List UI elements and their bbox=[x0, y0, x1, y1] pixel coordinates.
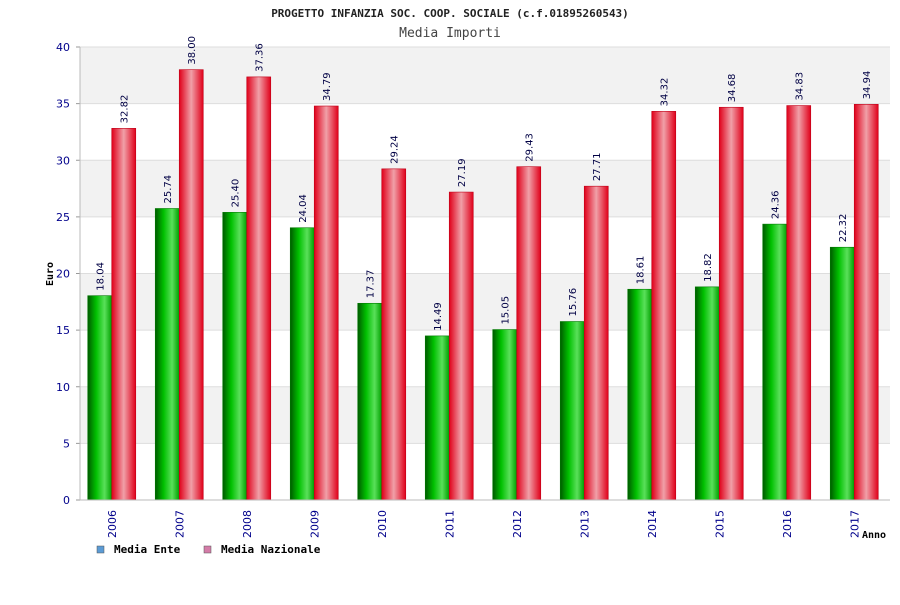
bar-media-nazionale bbox=[583, 185, 609, 501]
y-tick-label: 15 bbox=[56, 324, 70, 337]
value-label-media-ente: 14.49 bbox=[433, 302, 444, 331]
bar-media-nazionale bbox=[516, 166, 542, 501]
plot-background bbox=[80, 47, 890, 500]
plot-band bbox=[80, 47, 890, 104]
x-tick-label: 2010 bbox=[376, 510, 389, 538]
bar-media-nazionale bbox=[313, 105, 339, 501]
value-label-media-ente: 18.04 bbox=[96, 262, 107, 291]
y-tick-label: 20 bbox=[56, 268, 70, 281]
bar-media-ente bbox=[492, 329, 518, 501]
value-label-media-nazionale: 37.36 bbox=[255, 43, 266, 72]
legend-swatch-media-nazionale bbox=[203, 545, 212, 554]
bar-media-nazionale bbox=[853, 104, 879, 501]
value-label-media-ente: 17.37 bbox=[366, 270, 377, 299]
x-tick-label: 2013 bbox=[578, 510, 591, 538]
x-tick-label: 2016 bbox=[781, 510, 794, 538]
x-tick-label: 2014 bbox=[646, 510, 659, 538]
value-label-media-ente: 18.61 bbox=[636, 256, 647, 285]
x-axis-ticks: 2006 2007 2008 2009 2010 2011 2012 2013 2014 2015… bbox=[106, 510, 862, 538]
bars bbox=[87, 69, 879, 501]
value-label-media-nazionale: 34.79 bbox=[322, 72, 333, 101]
x-tick-label: 2008 bbox=[241, 510, 254, 538]
bar-media-ente bbox=[829, 246, 855, 501]
bar-media-ente bbox=[87, 295, 113, 501]
value-label-media-ente: 22.32 bbox=[838, 214, 849, 243]
value-labels: 18.04 32.82 25.74 38.00 25.40 37.36 24.04 34.79… bbox=[96, 36, 874, 331]
value-label-media-ente: 24.36 bbox=[771, 190, 782, 219]
value-label-media-nazionale: 34.83 bbox=[795, 72, 806, 101]
bar-media-ente bbox=[289, 227, 315, 501]
plot-band bbox=[80, 330, 890, 387]
bar-media-nazionale bbox=[246, 76, 272, 501]
y-tick-label: 5 bbox=[63, 437, 70, 450]
y-tick-label: 35 bbox=[56, 98, 70, 111]
plot-band bbox=[80, 160, 890, 217]
plot-band bbox=[80, 216, 890, 274]
y-tick-label: 10 bbox=[56, 381, 70, 394]
y-axis-ticks: 0 5 10 15 20 25 30 35 40 bbox=[56, 41, 80, 507]
value-label-media-nazionale: 38.00 bbox=[187, 36, 198, 65]
value-label-media-nazionale: 27.19 bbox=[457, 158, 468, 187]
bar-media-nazionale bbox=[718, 106, 744, 501]
y-tick-label: 30 bbox=[56, 154, 70, 167]
value-label-media-nazionale: 32.82 bbox=[120, 95, 131, 124]
x-tick-label: 2017 bbox=[848, 510, 861, 538]
legend-swatch-media-ente bbox=[96, 545, 105, 554]
x-tick-label: 2011 bbox=[443, 510, 456, 538]
x-axis-label: Anno bbox=[862, 530, 886, 541]
x-tick-label: 2006 bbox=[106, 510, 119, 538]
bar-media-ente bbox=[627, 288, 653, 501]
value-label-media-ente: 18.82 bbox=[703, 253, 714, 282]
y-tick-label: 0 bbox=[63, 494, 70, 507]
plot-band bbox=[80, 103, 890, 161]
bar-media-ente bbox=[762, 223, 788, 501]
bar-media-ente bbox=[694, 286, 720, 501]
plot-band bbox=[80, 443, 890, 500]
value-label-media-ente: 25.74 bbox=[163, 175, 174, 204]
legend-label-media-nazionale: Media Nazionale bbox=[221, 543, 321, 556]
value-label-media-nazionale: 29.43 bbox=[525, 133, 536, 162]
bar-media-ente bbox=[222, 212, 248, 501]
bar-media-nazionale bbox=[178, 69, 204, 501]
bar-media-ente bbox=[424, 335, 450, 501]
x-tick-label: 2012 bbox=[511, 510, 524, 538]
bar-media-nazionale bbox=[381, 168, 407, 501]
bar-media-nazionale bbox=[786, 105, 812, 501]
value-label-media-nazionale: 34.32 bbox=[660, 78, 671, 107]
legend-label-media-ente: Media Ente bbox=[114, 543, 181, 556]
y-tick-label: 40 bbox=[56, 41, 70, 54]
value-label-media-nazionale: 29.24 bbox=[390, 135, 401, 164]
value-label-media-ente: 15.05 bbox=[501, 296, 512, 325]
plot-band bbox=[80, 386, 890, 444]
x-tick-label: 2009 bbox=[308, 510, 321, 538]
value-label-media-nazionale: 27.71 bbox=[592, 153, 603, 182]
value-label-media-ente: 24.04 bbox=[298, 194, 309, 223]
x-tick-label: 2007 bbox=[173, 510, 186, 538]
y-tick-label: 25 bbox=[56, 211, 70, 224]
bar-media-ente bbox=[357, 302, 383, 501]
chart-title: PROGETTO INFANZIA SOC. COOP. SOCIALE (c.… bbox=[271, 7, 629, 20]
y-axis-label: Euro bbox=[45, 262, 56, 286]
value-label-media-ente: 15.76 bbox=[568, 288, 579, 317]
bar-media-nazionale bbox=[448, 191, 474, 501]
x-tick-label: 2015 bbox=[713, 510, 726, 538]
plot-band bbox=[80, 273, 890, 331]
bar-media-nazionale bbox=[651, 111, 677, 501]
legend: Media Ente Media Nazionale bbox=[96, 543, 321, 556]
value-label-media-ente: 25.40 bbox=[231, 179, 242, 208]
value-label-media-nazionale: 34.68 bbox=[727, 74, 738, 103]
bar-media-ente bbox=[559, 321, 585, 501]
value-label-media-nazionale: 34.94 bbox=[862, 71, 873, 100]
chart-subtitle: Media Importi bbox=[399, 26, 501, 41]
bar-media-ente bbox=[154, 208, 180, 501]
bar-media-nazionale bbox=[111, 128, 137, 501]
